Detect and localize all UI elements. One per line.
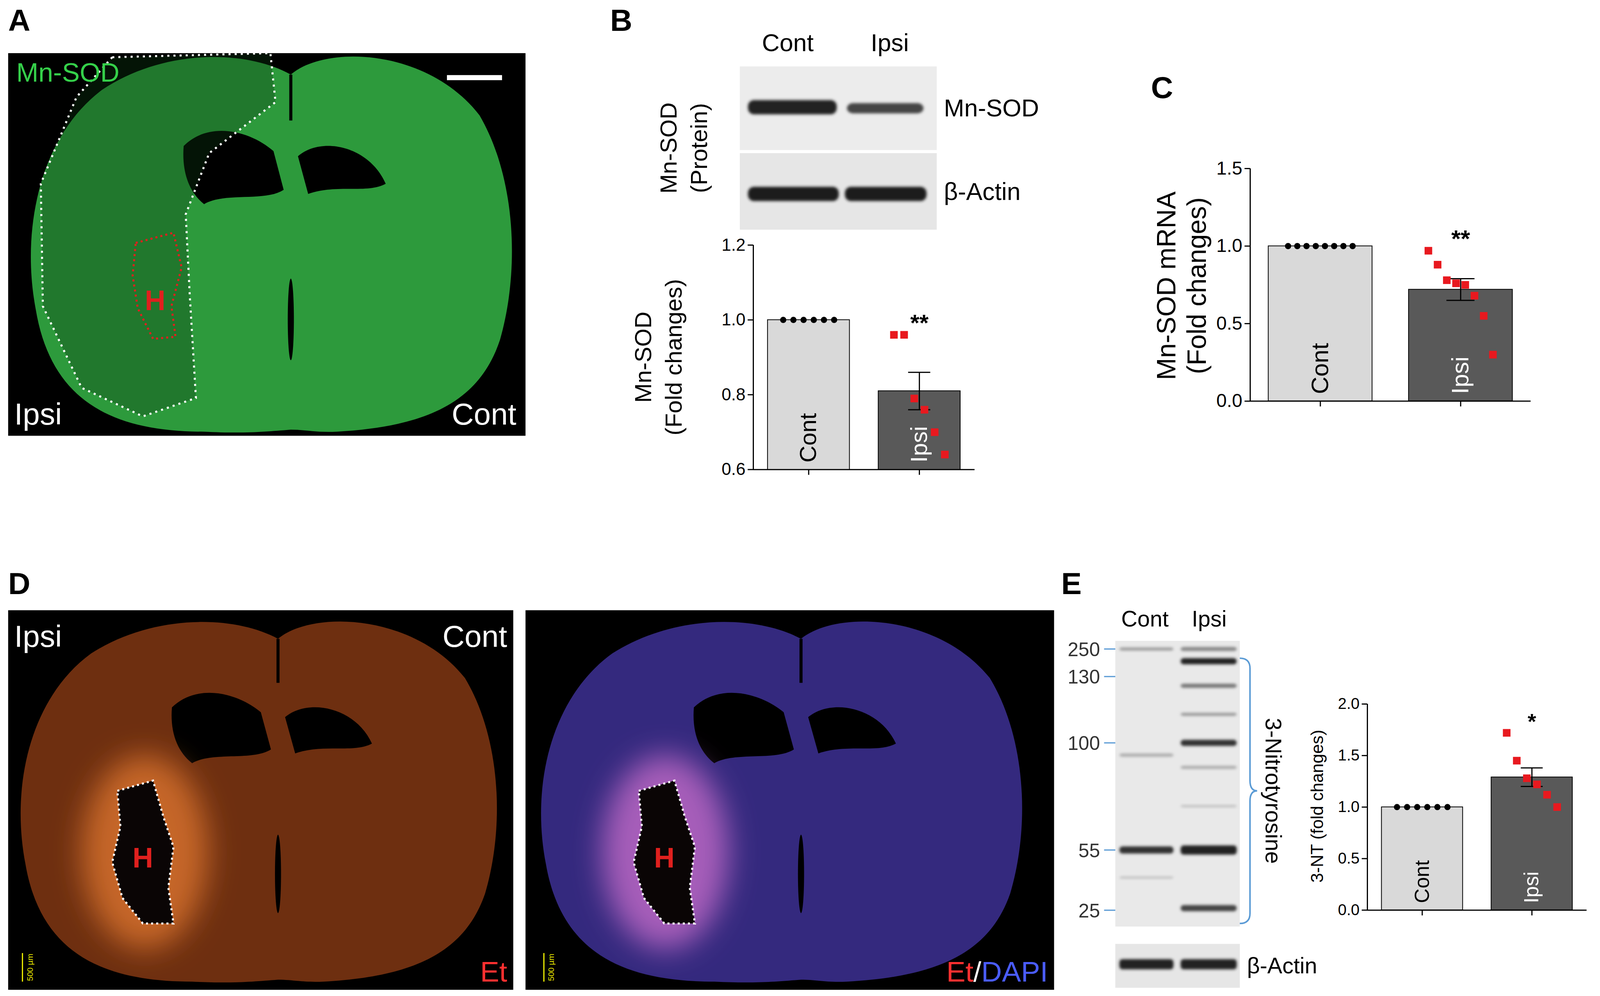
svg-text:Ipsi: Ipsi — [905, 426, 933, 463]
svg-text:Ipsi: Ipsi — [14, 619, 63, 654]
svg-text:Ipsi: Ipsi — [1191, 606, 1227, 632]
svg-text:Cont: Cont — [451, 396, 517, 432]
svg-text:0.8: 0.8 — [721, 384, 746, 404]
svg-text:1.5: 1.5 — [1337, 746, 1360, 765]
svg-text:*: * — [1527, 709, 1537, 734]
svg-text:3-Nitrotyrosine: 3-Nitrotyrosine — [1260, 717, 1286, 865]
svg-text:Cont: Cont — [761, 28, 814, 57]
svg-text:**: ** — [1451, 225, 1471, 252]
svg-text:Cont: Cont — [1410, 860, 1434, 904]
svg-text:(Fold changes): (Fold changes) — [660, 278, 687, 436]
svg-text:Ipsi: Ipsi — [870, 28, 909, 57]
svg-text:250: 250 — [1067, 638, 1100, 661]
svg-text:Cont: Cont — [442, 619, 508, 654]
svg-text:Et/DAPI: Et/DAPI — [946, 955, 1049, 988]
svg-text:25: 25 — [1078, 900, 1100, 922]
svg-text:Mn-SOD: Mn-SOD — [16, 57, 120, 88]
svg-text:0.5: 0.5 — [1216, 312, 1243, 334]
svg-text:1.0: 1.0 — [1216, 235, 1243, 256]
svg-text:H: H — [132, 841, 154, 874]
svg-text:0.0: 0.0 — [1216, 390, 1243, 411]
svg-text:0.0: 0.0 — [1337, 901, 1360, 919]
svg-text:1.5: 1.5 — [1216, 157, 1243, 179]
svg-text:Cont: Cont — [794, 412, 822, 463]
svg-text:Ipsi: Ipsi — [14, 396, 63, 432]
svg-text:B: B — [610, 3, 633, 38]
svg-text:β-Actin: β-Actin — [943, 177, 1021, 206]
svg-text:100: 100 — [1067, 732, 1100, 755]
svg-text:0.6: 0.6 — [721, 459, 746, 479]
svg-text:Et: Et — [480, 955, 508, 988]
svg-text:Mn-SOD mRNA: Mn-SOD mRNA — [1151, 191, 1181, 381]
svg-text:2.0: 2.0 — [1337, 695, 1360, 713]
svg-text:(Fold changes): (Fold changes) — [1182, 197, 1212, 375]
svg-text:β-Actin: β-Actin — [1246, 953, 1318, 979]
svg-text:Mn-SOD: Mn-SOD — [630, 311, 657, 404]
svg-text:1.0: 1.0 — [721, 309, 746, 329]
svg-text:55: 55 — [1078, 839, 1100, 862]
svg-text:Ipsi: Ipsi — [1446, 356, 1474, 395]
svg-text:1.2: 1.2 — [721, 235, 746, 255]
svg-text:H: H — [144, 284, 166, 317]
svg-text:3-NT (fold changes): 3-NT (fold changes) — [1307, 729, 1327, 883]
svg-text:500 µm: 500 µm — [546, 953, 556, 982]
svg-text:Mn-SOD: Mn-SOD — [943, 94, 1040, 122]
svg-text:C: C — [1151, 70, 1174, 105]
svg-text:Cont: Cont — [1306, 342, 1334, 395]
svg-text:H: H — [653, 841, 675, 874]
svg-text:Ipsi: Ipsi — [1520, 871, 1543, 904]
svg-text:1.0: 1.0 — [1337, 798, 1360, 816]
svg-text:(Protein): (Protein) — [685, 103, 713, 193]
svg-text:A: A — [8, 3, 31, 38]
svg-text:**: ** — [910, 309, 929, 336]
svg-text:D: D — [8, 566, 31, 601]
svg-text:130: 130 — [1067, 666, 1100, 688]
svg-text:0.5: 0.5 — [1337, 849, 1360, 867]
svg-text:E: E — [1061, 566, 1082, 601]
svg-text:Cont: Cont — [1121, 606, 1169, 632]
svg-text:Mn-SOD: Mn-SOD — [655, 102, 682, 194]
svg-text:500 µm: 500 µm — [25, 953, 35, 982]
